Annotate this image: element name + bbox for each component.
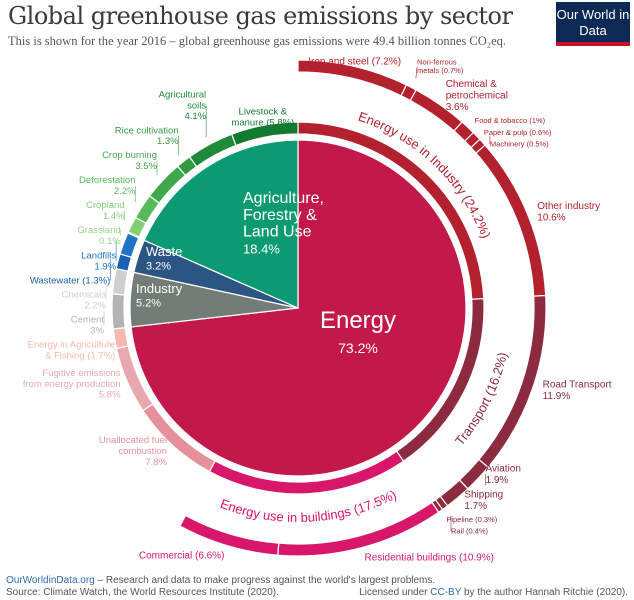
- ring-label-rice-cultivation-1-3: Rice cultivation 1.3%: [115, 125, 179, 147]
- footer-tagline: – Research and data to make progress aga…: [94, 575, 436, 586]
- owid-link[interactable]: OurWorldinData.org: [6, 575, 95, 586]
- outer-label-road-transport-11-9: Road Transport 11.9%: [543, 379, 612, 402]
- ring-label-energy-in-agriculture-fishing-1-7: Energy in Agriculture & Fishing (1.7%): [28, 339, 116, 361]
- outer-label-paper-pulp-0-6: Paper & pulp (0.6%): [484, 128, 552, 137]
- outer-label-aviation-1-9: Aviation 1.9%: [486, 463, 521, 486]
- ring-segment-cement-3[interactable]: [111, 293, 126, 330]
- chart-title: Global greenhouse gas emissions by secto…: [8, 2, 513, 30]
- leader-line: [106, 339, 116, 351]
- license-post: by the author Hannah Ritchie (2020).: [461, 587, 628, 598]
- ring-segment-livestock-manure-5-8[interactable]: [230, 121, 299, 147]
- outer-label-machinery-0-5: Machinery (0.5%): [490, 139, 549, 148]
- outer-label-residential-buildings-10-9: Residential buildings (10.9%): [365, 552, 495, 563]
- ring-label-crop-burning-3-5: Crop burning 3.5%: [102, 150, 157, 172]
- pie-slice-agriculture-forestry-land-use[interactable]: [143, 139, 299, 309]
- license-link[interactable]: CC-BY: [430, 587, 462, 598]
- ring-label-grassland-0-1: Grassland 0.1%: [77, 225, 121, 247]
- ring-label-cement-3: Cement 3%: [71, 314, 105, 336]
- owid-logo[interactable]: Our World in Data: [556, 2, 630, 46]
- leader-line: [415, 66, 418, 79]
- license-note: Licensed under CC-BY by the author Hanna…: [359, 587, 628, 598]
- ring-segment-chemicals-2-2[interactable]: [111, 267, 129, 296]
- pie-label-energy: Energy 73.2%: [320, 307, 396, 356]
- outer-label-food-tobacco-1: Food & tobacco (1%): [475, 116, 546, 125]
- pie-label-agriculture-forestry-land-use: Agriculture, Forestry & Land Use 18.4%: [243, 190, 324, 256]
- ring-label-unallocated-fuel-combustion-7-8: Unallocated fuel combustion 7.8%: [99, 435, 168, 468]
- pie-label-industry: Industry 5.2%: [136, 281, 183, 310]
- outer-label-rail-0-4: Rail (0.4%): [451, 527, 489, 536]
- ring-segment-energy-in-agriculture-fishing-1-7[interactable]: [112, 326, 129, 350]
- ring-label-livestock-manure-5-8: Livestock & manure (5.8%): [231, 107, 294, 129]
- outer-label-iron-and-steel-7-2: Iron and steel (7.2%): [308, 56, 401, 67]
- chart-subtitle: This is shown for the year 2016 – global…: [8, 34, 507, 48]
- ring-label-agricultural-soils-4-1: Agricultural soils 4.1%: [159, 89, 207, 122]
- ring-label-chemicals-2-2: Chemicals 2.2%: [62, 289, 107, 311]
- outer-label-non-ferrous-metals-0-7: Non-ferrous metals (0.7%): [417, 58, 464, 76]
- footer-line: OurWorldinData.org – Research and data t…: [6, 575, 435, 586]
- ring-label-cropland-1-4: Cropland 1.4%: [86, 200, 125, 222]
- license-pre: Licensed under: [359, 587, 431, 598]
- outer-label-pipeline-0-3: Pipeline (0.3%): [446, 515, 497, 524]
- outer-label-chemical-petrochemical-3-6: Chemical & petrochemical 3.6%: [446, 79, 508, 113]
- ring-label-fugitive-emissions-from-energy-production-5-8: Fugitive emissions from energy production…: [23, 368, 121, 401]
- ring-label-wastewater-1-3: Wastewater (1.3%): [30, 275, 110, 286]
- outer-label-shipping-1-7: Shipping 1.7%: [464, 490, 503, 513]
- outer-label-other-industry-10-6: Other industry 10.6%: [537, 201, 600, 224]
- outer-label-commercial-6-6: Commercial (6.6%): [139, 550, 225, 561]
- pie-label-waste: Waste 3.2%: [146, 244, 182, 273]
- ring-label-landfills-1-9: Landfills 1.9%: [81, 251, 116, 273]
- outer-segment-commercial-6-6[interactable]: [179, 514, 280, 556]
- source-note: Source: Climate Watch, the World Resourc…: [6, 587, 279, 598]
- ring-label-deforestation-2-2: Deforestation 2.2%: [79, 175, 136, 197]
